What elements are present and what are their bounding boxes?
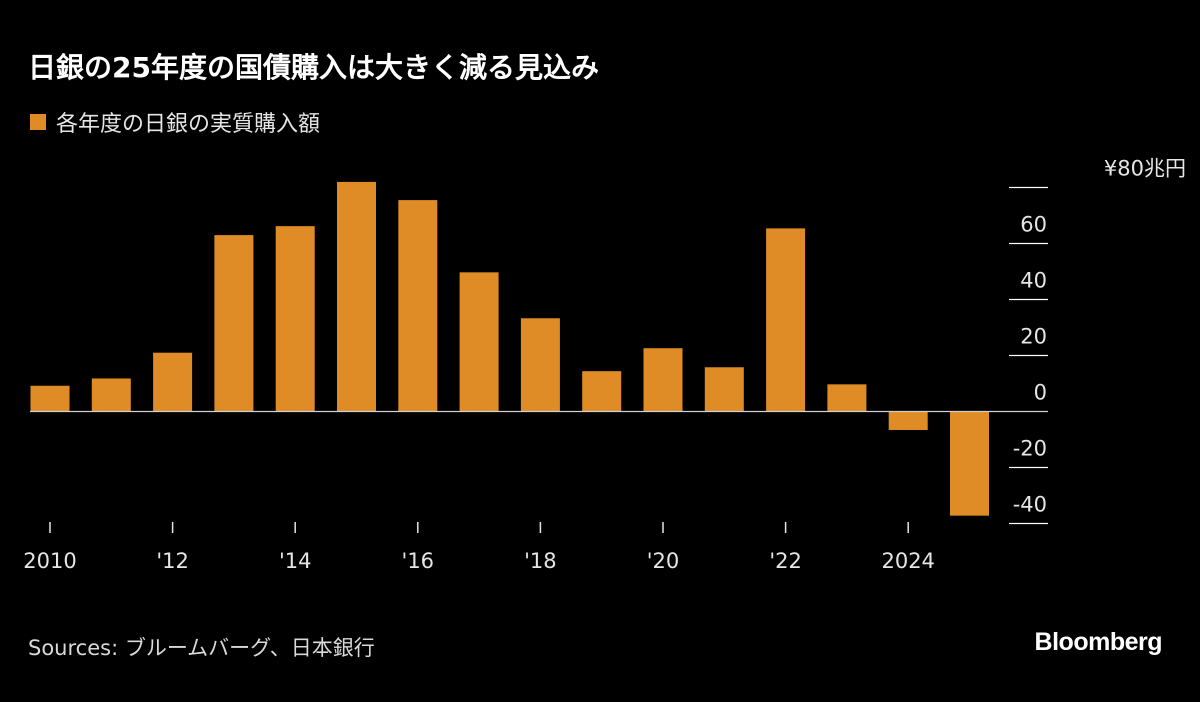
x-tick-label: '20 bbox=[647, 549, 680, 573]
bar-2019 bbox=[582, 371, 622, 412]
y-tick-label: -20 bbox=[1013, 437, 1047, 461]
bar-2023 bbox=[827, 384, 867, 412]
x-tick-label: '14 bbox=[279, 549, 312, 573]
y-tick-label: 60 bbox=[1020, 213, 1047, 237]
legend-swatch bbox=[30, 114, 46, 130]
x-tick-label: '22 bbox=[769, 549, 802, 573]
y-tick-label: 20 bbox=[1020, 325, 1047, 349]
bar-2013 bbox=[214, 235, 254, 412]
y-tick-label: 0 bbox=[1034, 381, 1047, 405]
bar-2022 bbox=[766, 228, 806, 412]
x-tick-label: 2010 bbox=[23, 549, 76, 573]
bar-2014 bbox=[275, 226, 315, 412]
bar-2016 bbox=[398, 200, 438, 412]
bar-2015 bbox=[337, 181, 376, 412]
bar-2025 bbox=[950, 411, 989, 516]
bar-2012 bbox=[153, 352, 193, 412]
x-tick-label: 2024 bbox=[881, 549, 934, 573]
x-tick-label: '18 bbox=[524, 549, 557, 573]
x-tick-label: '16 bbox=[402, 549, 435, 573]
bar-2010 bbox=[30, 385, 70, 412]
source-note: Sources: ブルームバーグ、日本銀行 bbox=[28, 636, 375, 660]
bar-2021 bbox=[704, 367, 744, 412]
y-tick-label: -40 bbox=[1013, 493, 1047, 517]
chart-title: 日銀の25年度の国債購入は大きく減る見込み bbox=[28, 51, 599, 84]
bloomberg-logo: Bloomberg bbox=[1034, 628, 1163, 656]
bar-2011 bbox=[91, 378, 131, 412]
bar-2017 bbox=[459, 272, 499, 412]
y-tick-label: ¥80兆円 bbox=[1104, 157, 1186, 181]
legend: 各年度の日銀の実質購入額 bbox=[30, 106, 320, 138]
bar-2024 bbox=[888, 411, 928, 430]
bar-2018 bbox=[520, 318, 560, 412]
x-tick-label: '12 bbox=[156, 549, 189, 573]
legend-label: 各年度の日銀の実質購入額 bbox=[56, 112, 321, 137]
y-tick-label: 40 bbox=[1020, 269, 1047, 293]
bar-2020 bbox=[643, 348, 683, 412]
